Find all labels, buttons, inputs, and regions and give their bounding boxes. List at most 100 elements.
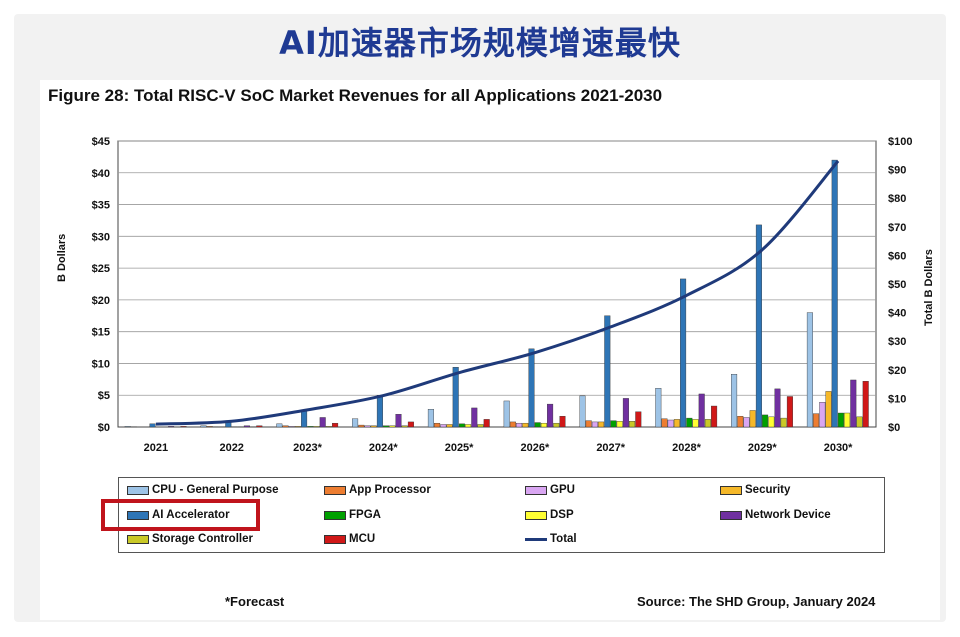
bar-dsp-2025 xyxy=(465,424,472,428)
bar-mcu-2026 xyxy=(559,415,566,428)
y-tick-label: $30 xyxy=(92,231,110,243)
bar-cpu-general-purpose-2026 xyxy=(503,400,510,428)
bar-dsp-2028 xyxy=(692,419,699,428)
bar-network-device-2026 xyxy=(547,403,554,428)
y2-tick-label: $0 xyxy=(888,422,900,434)
legend-label: MCU xyxy=(349,533,376,545)
bar-fpga-2028 xyxy=(686,417,693,428)
bar-network-device-2030 xyxy=(850,379,857,428)
bar-mcu-2027 xyxy=(635,411,642,428)
bar-security-2030 xyxy=(825,391,832,428)
plot-area xyxy=(117,140,877,428)
bar-ai-accelerator-2024 xyxy=(376,395,383,428)
bar-app-processor-2026 xyxy=(509,421,516,428)
bar-fpga-2025 xyxy=(458,423,465,428)
bar-storage-controller-2025 xyxy=(477,424,484,428)
bar-ai-accelerator-2025 xyxy=(452,367,459,428)
bar-ai-accelerator-2030 xyxy=(831,159,838,428)
bar-ai-accelerator-2026 xyxy=(528,348,535,428)
bar-app-processor-2023 xyxy=(282,425,289,428)
x-tick-label: 2028* xyxy=(672,442,701,454)
bar-mcu-2022 xyxy=(256,425,263,428)
legend-item-app-processor: App Processor xyxy=(324,483,431,497)
bar-cpu-general-purpose-2027 xyxy=(579,395,586,428)
bar-app-processor-2030 xyxy=(813,413,820,428)
bar-dsp-2024 xyxy=(389,425,396,428)
x-tick-label: 2021 xyxy=(144,442,168,454)
total-line xyxy=(155,160,840,426)
bar-gpu-2025 xyxy=(440,424,447,428)
bar-network-device-2025 xyxy=(471,407,478,428)
bar-mcu-2021 xyxy=(180,426,187,428)
x-tick-label: 2023* xyxy=(293,442,322,454)
y-tick-label: $40 xyxy=(92,168,110,180)
bar-storage-controller-2030 xyxy=(856,416,863,428)
y-tick-label: $5 xyxy=(98,390,110,402)
bar-dsp-2027 xyxy=(616,421,623,428)
x-tick-label: 2029* xyxy=(748,442,777,454)
y-tick-label: $35 xyxy=(92,200,110,212)
x-tick-label: 2025* xyxy=(445,442,474,454)
y-tick-label: $0 xyxy=(98,422,110,434)
bar-network-device-2027 xyxy=(622,398,629,428)
bar-app-processor-2029 xyxy=(737,415,744,428)
bar-storage-controller-2023 xyxy=(325,426,332,428)
forecast-footnote: *Forecast xyxy=(225,594,285,609)
bar-security-2024 xyxy=(370,425,377,428)
legend-item-total: Total xyxy=(525,532,577,546)
source-note: Source: The SHD Group, January 2024 xyxy=(637,594,876,609)
bar-app-processor-2028 xyxy=(661,418,668,428)
bar-gpu-2029 xyxy=(743,417,750,428)
legend-label: Security xyxy=(745,484,791,496)
legend-label: Storage Controller xyxy=(152,533,253,545)
x-tick-label: 2024* xyxy=(369,442,398,454)
legend-swatch xyxy=(324,510,346,520)
bar-cpu-general-purpose-2023 xyxy=(276,423,283,428)
y2-axis-title: Total B Dollars xyxy=(923,249,935,326)
y2-tick-label: $70 xyxy=(888,222,906,234)
legend-label: GPU xyxy=(550,484,575,496)
x-tick-label: 2026* xyxy=(521,442,550,454)
legend-swatch xyxy=(127,534,149,544)
bar-ai-accelerator-2028 xyxy=(680,278,687,428)
bar-app-processor-2022 xyxy=(206,426,213,428)
legend-label: AI Accelerator xyxy=(152,509,230,521)
y2-tick-label: $10 xyxy=(888,393,906,405)
bar-fpga-2023 xyxy=(307,426,314,428)
bar-security-2023 xyxy=(294,426,301,428)
bar-dsp-2030 xyxy=(844,412,851,428)
legend-swatch xyxy=(127,485,149,495)
bar-dsp-2023 xyxy=(313,426,320,428)
y2-tick-label: $80 xyxy=(888,193,906,205)
bar-dsp-2026 xyxy=(540,422,547,428)
bar-security-2029 xyxy=(749,410,756,428)
bar-storage-controller-2027 xyxy=(629,421,636,428)
bar-app-processor-2025 xyxy=(434,422,441,428)
legend-swatch xyxy=(525,537,547,541)
bar-mcu-2025 xyxy=(483,419,490,428)
bar-network-device-2021 xyxy=(168,426,175,428)
x-tick-label: 2030* xyxy=(824,442,853,454)
y-tick-label: $45 xyxy=(92,136,110,148)
y2-tick-label: $30 xyxy=(888,336,906,348)
bar-storage-controller-2029 xyxy=(780,417,787,428)
legend-item-storage-controller: Storage Controller xyxy=(127,532,253,546)
legend-item-security: Security xyxy=(720,483,790,497)
slide-headline: AI加速器市场规模增速最快 xyxy=(279,24,681,62)
bar-cpu-general-purpose-2021 xyxy=(124,426,131,428)
bar-mcu-2030 xyxy=(862,381,869,428)
bar-security-2028 xyxy=(673,419,680,428)
bar-dsp-2029 xyxy=(768,416,775,428)
bar-fpga-2027 xyxy=(610,420,617,428)
bar-mcu-2023 xyxy=(332,422,339,428)
figure-title: Figure 28: Total RISC-V SoC Market Reven… xyxy=(48,86,663,105)
bar-network-device-2028 xyxy=(698,393,705,428)
bar-network-device-2023 xyxy=(319,417,326,428)
chart-legend: CPU - General Purpose App Processor GPU Sec… xyxy=(118,477,885,553)
bar-security-2026 xyxy=(522,422,529,428)
legend-label: Total xyxy=(550,533,577,545)
legend-item-mcu: MCU xyxy=(324,532,375,546)
legend-item-fpga: FPGA xyxy=(324,508,381,522)
bar-ai-accelerator-2029 xyxy=(755,224,762,428)
bar-network-device-2024 xyxy=(395,414,402,428)
